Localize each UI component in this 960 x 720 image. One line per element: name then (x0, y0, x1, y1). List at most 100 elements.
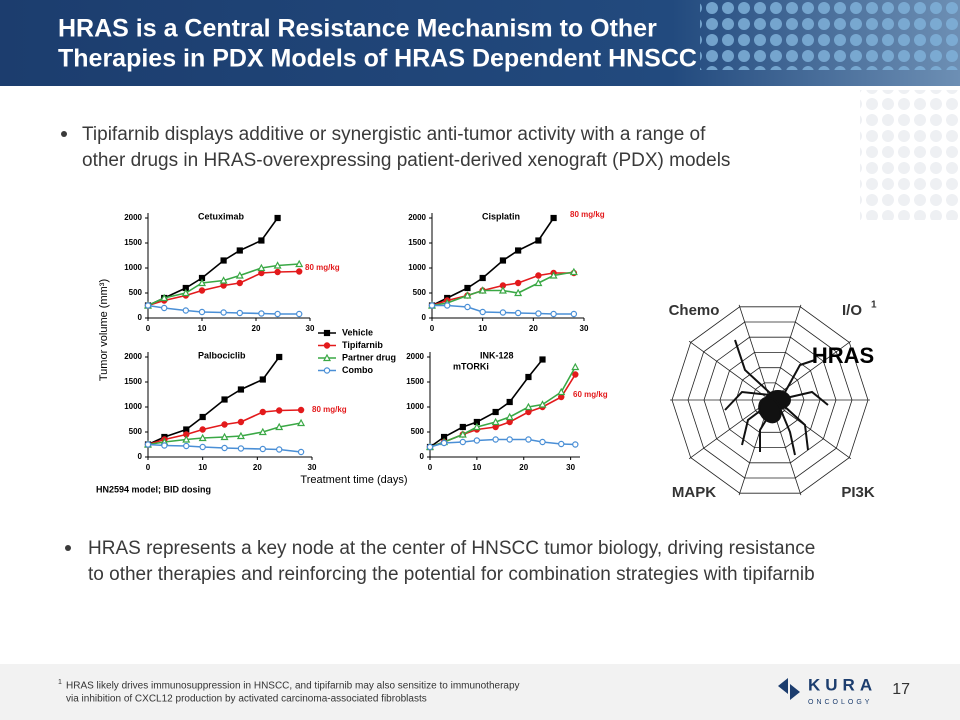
data-point (491, 417, 500, 426)
bullet-dot (65, 545, 71, 551)
data-point (144, 441, 152, 448)
data-point (464, 284, 471, 292)
data-point (538, 400, 547, 408)
x-tick-label: 0 (428, 463, 433, 472)
logo-mark (778, 678, 800, 700)
y-tick-label: 2000 (408, 213, 426, 222)
y-tick-label: 1500 (408, 238, 426, 247)
chart: 0 500 1000 1500 2000 0 10 20 30 Cisplatin 80 mg/kg (408, 210, 605, 333)
data-point (570, 310, 578, 318)
y-tick-label: 1500 (406, 377, 424, 386)
y-tick-label: 2000 (406, 352, 424, 361)
series-line (431, 217, 555, 307)
x-tick-label: 20 (252, 324, 261, 333)
side-dots (860, 90, 960, 220)
y-tick-label: 0 (422, 313, 427, 322)
data-point (506, 398, 513, 406)
data-point (525, 436, 532, 443)
data-point (296, 310, 303, 318)
x-tick-label: 0 (146, 463, 151, 472)
data-point (550, 214, 557, 222)
data-point (498, 286, 507, 294)
x-tick-label: 10 (198, 463, 207, 472)
data-point (440, 439, 448, 447)
data-point (144, 302, 152, 309)
data-point (181, 288, 190, 297)
chart: 0 500 1000 1500 2000 0 10 20 30 Cetuximab 80 mg/kg (124, 211, 340, 333)
data-point (199, 413, 206, 421)
data-point (535, 310, 542, 317)
footnote-marker: 1 (58, 679, 62, 686)
data-point (199, 443, 206, 451)
web-spoke (769, 304, 802, 401)
chart-title: Cetuximab (198, 211, 245, 221)
data-point (220, 432, 229, 441)
data-point (524, 402, 533, 411)
data-point (221, 396, 228, 403)
page-number: 17 (892, 681, 910, 698)
x-tick-label: 30 (308, 463, 317, 472)
data-point (463, 291, 472, 299)
y-tick-label: 0 (420, 452, 425, 461)
data-point (499, 309, 507, 316)
data-point (428, 302, 436, 309)
data-point (472, 422, 481, 431)
data-point (535, 272, 542, 279)
data-point (572, 371, 579, 378)
series-line (429, 366, 576, 448)
series-line (147, 356, 280, 446)
data-point (297, 418, 306, 427)
data-point (160, 304, 168, 312)
data-point (198, 287, 206, 294)
data-point (258, 310, 265, 317)
y-tick-label: 0 (138, 313, 143, 322)
diagram-label-sup: 1 (871, 300, 877, 311)
data-point (549, 271, 558, 279)
web-spoke (688, 340, 771, 401)
chart: 0 500 1000 1500 2000 0 10 20 30 Palbociclib 80 mg/… (124, 350, 347, 472)
data-point (259, 376, 266, 383)
data-point (236, 309, 243, 317)
data-point (221, 444, 228, 452)
x-tick-label: 20 (519, 463, 528, 472)
legend-label: Vehicle (342, 327, 373, 337)
bullet-text: Tipifarnib displays additive or synergis… (82, 124, 706, 145)
x-tick-label: 10 (198, 324, 207, 333)
data-point (506, 418, 513, 426)
data-point (550, 310, 557, 318)
annotation: 60 mg/kg (573, 390, 608, 399)
y-tick-label: 1500 (124, 238, 142, 247)
data-point (492, 408, 499, 416)
series-line (429, 358, 544, 448)
data-point (295, 259, 304, 268)
data-point (236, 431, 245, 440)
diagram-label: PI3K (841, 484, 875, 501)
data-point (479, 308, 486, 316)
data-point (473, 437, 481, 444)
y-tick-label: 1000 (124, 263, 142, 272)
spider (724, 339, 829, 456)
data-point (221, 421, 228, 428)
y-tick-label: 500 (129, 427, 143, 436)
y-tick-label: 500 (411, 427, 425, 436)
y-tick-label: 1500 (124, 377, 142, 386)
data-point (197, 278, 207, 287)
data-point (558, 393, 565, 401)
diagram-label: I/O (842, 302, 862, 319)
diagram-label: Chemo (669, 302, 720, 319)
data-point (276, 446, 283, 453)
data-point (539, 438, 546, 446)
legend-marker (323, 367, 331, 374)
logo-sub: ONCOLOGY (808, 699, 872, 706)
data-point (492, 436, 499, 443)
y-tick-label: 500 (129, 288, 143, 297)
data-point (274, 268, 281, 276)
data-point (276, 353, 283, 361)
data-point (525, 373, 532, 381)
x-tick-label: 10 (478, 324, 487, 333)
data-point (258, 427, 267, 436)
logo: KURA (808, 675, 877, 694)
data-point (478, 286, 487, 294)
data-point (426, 443, 434, 451)
